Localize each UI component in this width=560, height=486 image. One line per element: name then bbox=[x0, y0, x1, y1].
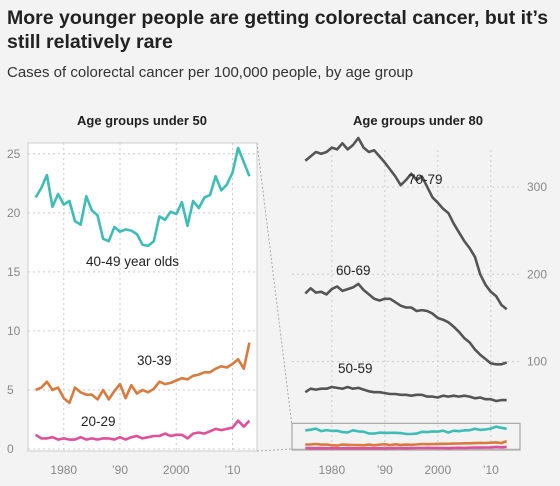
left-y-tick-label: 20 bbox=[7, 206, 21, 220]
left-y-tick-label: 15 bbox=[7, 265, 21, 279]
series-line-30-39 bbox=[35, 342, 251, 405]
zoom-connector-bottom bbox=[256, 448, 293, 452]
zoom-box bbox=[291, 422, 521, 451]
left-x-tick-label: 2000 bbox=[163, 463, 190, 477]
left-y-tick-label: 5 bbox=[7, 383, 14, 397]
left-y-tick-label: 0 bbox=[7, 442, 14, 456]
series-line-40-49 bbox=[305, 425, 507, 436]
right-y-axis: 100 200 300 bbox=[527, 180, 547, 369]
left-x-tick-label: ’90 bbox=[112, 463, 128, 477]
right-x-tick-label: ’90 bbox=[377, 463, 393, 477]
label-40-49: 40-49 year olds bbox=[86, 254, 179, 269]
left-y-tick-label: 25 bbox=[7, 147, 21, 161]
right-y-tick-label: 100 bbox=[527, 355, 547, 369]
chart-subtitle: Cases of colorectal cancer per 100,000 p… bbox=[7, 64, 414, 81]
right-panel: Age groups under 80 100 200 300 1980 ’90 200… bbox=[291, 113, 547, 477]
label-20-29: 20-29 bbox=[81, 414, 116, 429]
series-line-60-69 bbox=[304, 282, 508, 366]
left-x-tick-label: ’10 bbox=[224, 463, 240, 477]
series-line-50-59 bbox=[304, 385, 507, 403]
left-panel: Age groups under 50 0 5 10 15 20 25 1980 ’90 20… bbox=[7, 113, 258, 477]
right-x-tick-label: ’10 bbox=[483, 463, 499, 477]
left-x-axis: 1980 ’90 2000 ’10 bbox=[50, 463, 240, 477]
label-70-79: 70-79 bbox=[408, 172, 443, 187]
left-series bbox=[34, 146, 251, 441]
right-panel-title: Age groups under 80 bbox=[353, 113, 483, 128]
left-y-tick-label: 10 bbox=[7, 324, 21, 338]
series-line-20-29 bbox=[34, 419, 251, 441]
series-line-40-49 bbox=[34, 146, 251, 248]
zoom-connector-top bbox=[256, 142, 293, 427]
label-30-39: 30-39 bbox=[137, 353, 172, 368]
right-y-tick-label: 300 bbox=[527, 180, 547, 194]
series-line-30-39 bbox=[305, 439, 508, 447]
label-60-69: 60-69 bbox=[336, 263, 371, 278]
left-y-axis: 0 5 10 15 20 25 bbox=[7, 147, 21, 456]
series-line-20-29 bbox=[305, 445, 507, 450]
right-y-tick-label: 200 bbox=[527, 267, 547, 281]
left-x-tick-label: 1980 bbox=[50, 463, 77, 477]
label-50-59: 50-59 bbox=[338, 361, 373, 376]
right-x-axis: 1980 ’90 2000 ’10 bbox=[318, 463, 499, 477]
series-line-70-79 bbox=[304, 136, 508, 311]
right-gridlines bbox=[292, 150, 520, 451]
right-x-tick-label: 1980 bbox=[318, 463, 345, 477]
chart-title: More younger people are getting colorect… bbox=[7, 7, 549, 53]
right-x-tick-label: 2000 bbox=[424, 463, 451, 477]
right-series bbox=[304, 136, 508, 450]
left-panel-title: Age groups under 50 bbox=[77, 113, 207, 128]
